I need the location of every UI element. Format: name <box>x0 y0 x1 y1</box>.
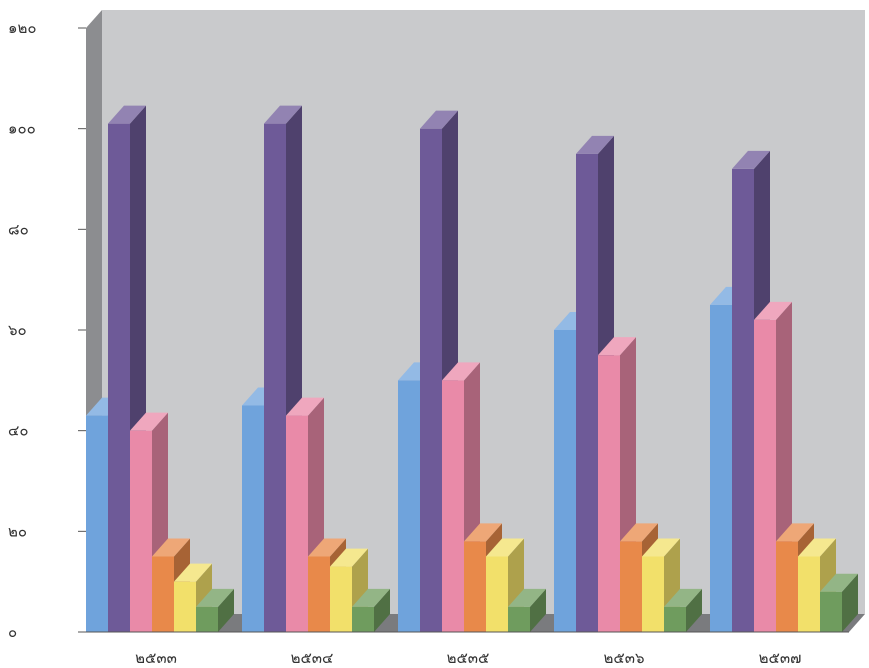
bar-top <box>664 588 702 607</box>
x-axis: ๒๕๓๓ ๒๕๓๔ ๒๕๓๕ ๒๕๓๖ ๒๕๓๗ <box>135 649 801 667</box>
y-tick-label: ๑๒๐ <box>8 19 37 37</box>
bar <box>664 588 702 632</box>
bar-side <box>530 588 546 632</box>
bar-side <box>218 588 234 632</box>
bar-top <box>420 110 458 129</box>
bar-front <box>620 541 642 632</box>
y-tick-label: ๐ <box>8 623 17 641</box>
bar-top <box>508 588 546 607</box>
bar-top <box>330 548 368 567</box>
bar-top <box>486 538 524 557</box>
bar-top <box>308 538 346 557</box>
bar-top <box>464 523 502 542</box>
bar-front <box>308 556 330 632</box>
bar-top <box>152 538 190 557</box>
bar-top <box>598 337 636 356</box>
bar-front <box>420 128 442 632</box>
y-axis: ๐ ๒๐ ๔๐ ๖๐ ๘๐ ๑๐๐ ๑๒๐ <box>8 19 849 641</box>
bar-front <box>710 304 732 632</box>
bar-top <box>776 523 814 542</box>
bar <box>352 588 390 632</box>
bar-top <box>108 105 146 124</box>
bar-front <box>642 556 664 632</box>
bar-front <box>352 606 374 632</box>
bar-front <box>598 355 620 632</box>
bar-top <box>352 588 390 607</box>
bar-front <box>174 581 196 632</box>
bar-top <box>576 135 614 154</box>
bar-side <box>374 588 390 632</box>
bar-front <box>108 123 130 632</box>
bar-front <box>86 415 108 632</box>
bar-front <box>820 591 842 632</box>
bar-front <box>152 556 174 632</box>
bar <box>508 588 546 632</box>
y-tick-label: ๘๐ <box>8 220 29 238</box>
bar-front <box>732 168 754 632</box>
bar-side <box>686 588 702 632</box>
bar-front <box>442 380 464 632</box>
bar-front <box>486 556 508 632</box>
bar-top <box>798 538 836 557</box>
bar-front <box>196 606 218 632</box>
bar-front <box>264 123 286 632</box>
bar-front <box>754 319 776 632</box>
bar-front <box>508 606 530 632</box>
bar-front <box>798 556 820 632</box>
bar-front <box>664 606 686 632</box>
bar-front <box>576 153 598 633</box>
bar-front <box>130 430 152 632</box>
x-tick-label: ๒๕๓๗ <box>759 649 802 667</box>
bar-front <box>464 541 486 632</box>
x-tick-label: ๒๕๓๓ <box>135 649 177 667</box>
bar-front <box>242 405 264 632</box>
x-tick-label: ๒๕๓๔ <box>291 649 334 667</box>
y-tick-label: ๖๐ <box>8 321 27 339</box>
x-tick-label: ๒๕๓๕ <box>447 649 490 667</box>
bar <box>196 588 234 632</box>
bar-top <box>754 301 792 320</box>
chart-bars <box>86 105 858 633</box>
bar-top <box>196 588 234 607</box>
bar-front <box>398 380 420 632</box>
bar-top <box>732 150 770 169</box>
bar-front <box>330 566 352 632</box>
bar-top <box>442 362 480 381</box>
bar-top <box>820 573 858 592</box>
bar-top <box>286 397 324 416</box>
bar-top <box>174 563 212 582</box>
bar-front <box>286 415 308 632</box>
y-tick-label: ๑๐๐ <box>8 120 36 138</box>
y-tick-label: ๔๐ <box>8 422 29 440</box>
y-tick-label: ๒๐ <box>8 522 27 540</box>
bar-top <box>130 412 168 431</box>
bar-top <box>620 523 658 542</box>
bar-top <box>642 538 680 557</box>
bar-side <box>842 573 858 632</box>
x-tick-label: ๒๕๓๖ <box>603 649 644 667</box>
bar-front <box>776 541 798 632</box>
bar <box>820 573 858 632</box>
bar-front <box>554 330 576 632</box>
bar-top <box>264 105 302 124</box>
